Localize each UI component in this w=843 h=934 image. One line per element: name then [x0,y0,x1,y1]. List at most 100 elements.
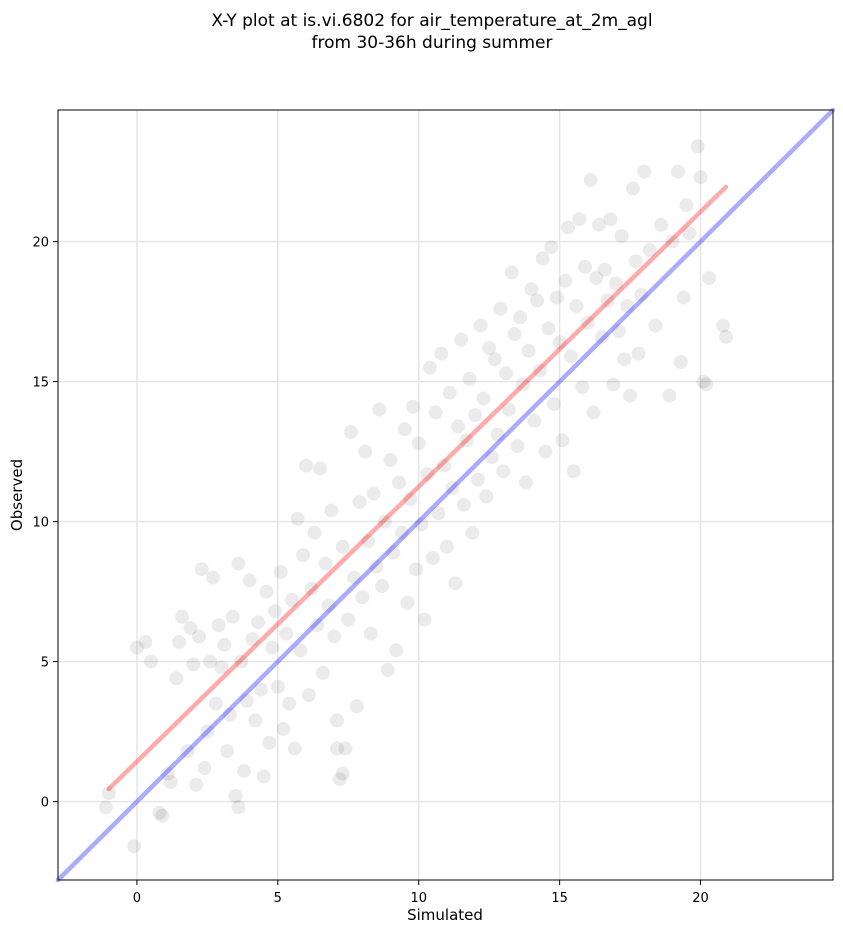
scatter-point [211,618,226,633]
scatter-point [625,181,640,196]
scatter-point [648,318,663,333]
scatter-point [208,696,223,711]
scatter-point [485,450,499,465]
scatter-point [606,377,621,392]
scatter-point [160,766,175,781]
scatter-point [172,635,187,649]
fit-lines [55,107,836,883]
scatter-point [338,741,353,756]
scatter-point [369,559,384,574]
scatter-point [313,461,328,476]
scatter-point [620,299,635,313]
scatter-point [476,391,491,406]
scatter-point [507,327,522,341]
scatter-point [259,584,274,599]
scatter-point [575,380,590,395]
scatter-point [217,637,232,652]
x-tick-label: 0 [133,891,141,906]
scatter-point [563,349,578,364]
scatter-point [561,220,576,235]
y-tick-label: 5 [41,656,49,671]
scatter-point [335,766,350,781]
scatter-point [578,259,592,274]
scatter-point [386,545,401,560]
scatter-point [702,271,716,285]
scatter-point [428,405,443,420]
scatter-point [516,377,530,392]
scatter-point [180,744,195,759]
scatter-point [299,458,313,473]
scatter-point [251,615,266,630]
scatter-point [228,789,243,803]
scatter-point [220,744,235,759]
scatter-point [572,212,587,227]
scatter-point [383,453,398,467]
scatter-point [403,492,418,507]
scatter-point [662,388,677,403]
scatter-point [270,679,285,694]
scatter-point [352,495,367,509]
scatter-point [206,570,220,585]
scatter-point [282,696,297,711]
scatter-point [332,772,347,787]
scatter-point [414,517,429,532]
scatter-point [129,640,144,655]
scatter-point [296,548,311,563]
scatter-point [327,629,342,644]
scatter-point [524,282,539,297]
scatter-point [431,506,446,521]
scatter-point [493,301,508,316]
scatter-point [459,433,474,448]
scatter-point [127,839,142,854]
scatter-point [468,408,483,423]
scatter-point [256,769,271,784]
y-tick-label: 10 [32,516,49,531]
scatter-point [197,761,212,775]
y-tick-label: 0 [41,796,49,811]
regression-line [106,184,729,792]
scatter-point [451,419,466,434]
scatter-point [665,234,680,249]
scatter-point [330,713,344,728]
scatter-point [408,562,423,577]
scatter-point [597,262,612,277]
scatter-point [279,626,294,641]
scatter-point [152,805,167,820]
scatter-point [434,346,449,361]
grid-lines [58,110,833,880]
scatter-point [344,425,359,439]
scatter-point [380,663,395,677]
scatter-point [614,229,629,243]
scatter-point [321,598,336,613]
scatter-point [437,458,452,473]
y-axis-label: Observed [8,459,26,531]
scatter-point [191,629,206,644]
scatter-point [268,604,282,619]
scatter-point [603,212,618,227]
scatter-point [696,374,711,389]
scatter-point [377,514,392,529]
scatter-point [442,385,457,400]
scatter-point [631,346,646,361]
plot-frame [57,109,834,881]
x-tick-label: 20 [692,891,709,906]
scatter-point [558,273,573,288]
scatter-point [637,164,652,179]
scatter-point [375,579,390,593]
scatter-point [482,341,497,355]
scatter-point [504,265,519,280]
scatter-point [623,388,638,403]
scatter-point [262,735,277,750]
scatter-point [676,290,691,305]
scatter-point [479,489,494,504]
scatter-point [445,481,460,495]
scatter-point [527,413,542,428]
scatter-point [392,475,406,490]
scatter-point [465,525,480,540]
scatter-point [634,287,649,302]
scatter-point [394,525,409,540]
scatter-point [335,539,350,554]
scatter-point [473,318,488,333]
scatter-point [324,503,339,518]
scatter-point [245,632,260,647]
